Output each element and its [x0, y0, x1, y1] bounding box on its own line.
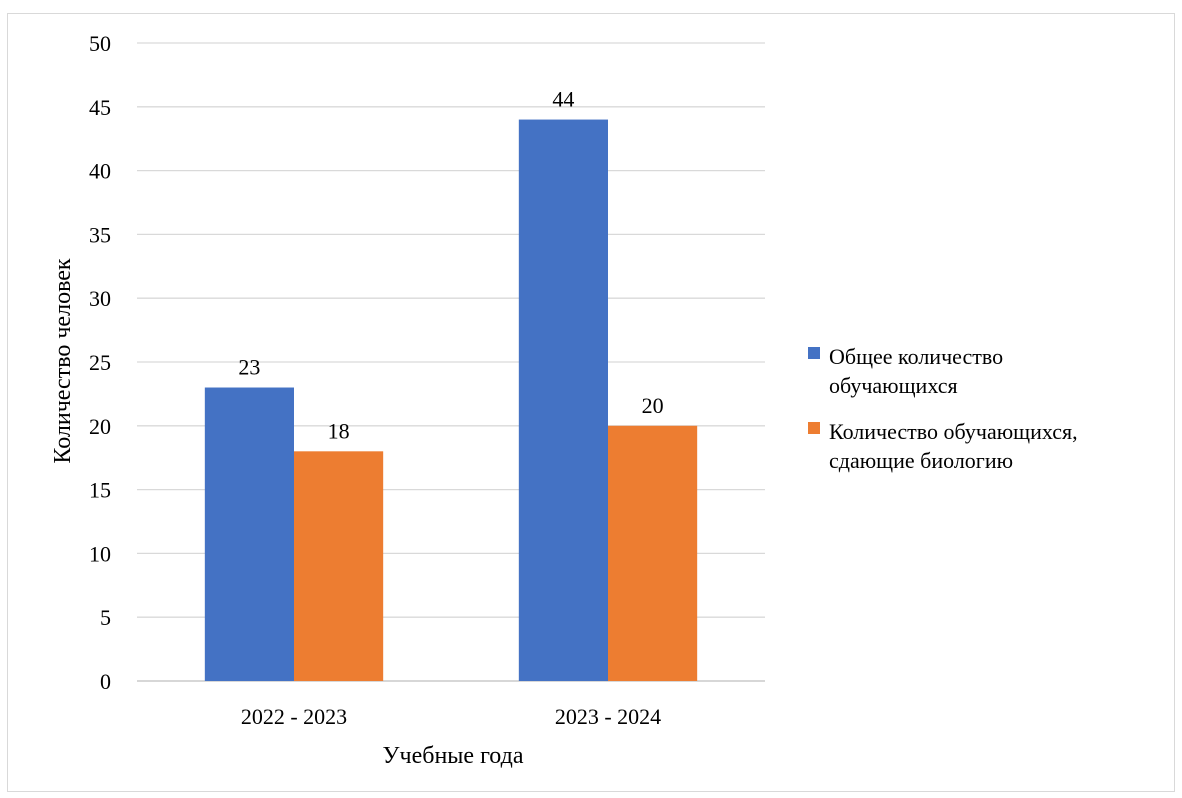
x-tick-label: 2022 - 2023	[241, 704, 347, 729]
y-tick-label: 35	[89, 222, 111, 247]
y-tick-label: 45	[89, 95, 111, 120]
x-axis-ticks: 2022 - 2023 2023 - 2024	[241, 704, 661, 729]
x-axis-title: Учебные года	[383, 743, 524, 769]
data-label: 44	[552, 87, 574, 112]
legend-label: Количество обучающихся,	[829, 419, 1078, 444]
legend-swatch	[808, 347, 820, 359]
y-axis-ticks: 0 5 10 15 20 25 30 35 40 45 50	[89, 31, 111, 694]
bar	[204, 387, 294, 681]
y-tick-label: 10	[89, 541, 111, 566]
y-tick-label: 20	[89, 414, 111, 439]
y-axis-title: Количество человек	[50, 258, 76, 463]
y-tick-label: 15	[89, 478, 111, 503]
bars	[204, 119, 698, 681]
bar	[294, 451, 384, 681]
legend: Общее количество обучающихся Количество об…	[808, 344, 1078, 473]
y-tick-label: 30	[89, 286, 111, 311]
legend-swatch	[808, 422, 820, 434]
data-label: 23	[238, 355, 260, 380]
x-tick-label: 2023 - 2024	[555, 704, 661, 729]
data-label: 18	[328, 418, 350, 443]
legend-label: сдающие биологию	[829, 448, 1013, 473]
legend-label: обучающихся	[829, 373, 958, 398]
data-label: 20	[642, 393, 664, 418]
y-tick-label: 5	[100, 605, 111, 630]
legend-label: Общее количество	[829, 344, 1003, 369]
y-tick-label: 50	[89, 31, 111, 56]
y-tick-label: 40	[89, 159, 111, 184]
y-tick-label: 25	[89, 350, 111, 375]
bar	[518, 119, 608, 681]
data-labels: 23 18 44 20	[238, 87, 663, 444]
bar	[608, 425, 698, 681]
y-tick-label: 0	[100, 669, 111, 694]
